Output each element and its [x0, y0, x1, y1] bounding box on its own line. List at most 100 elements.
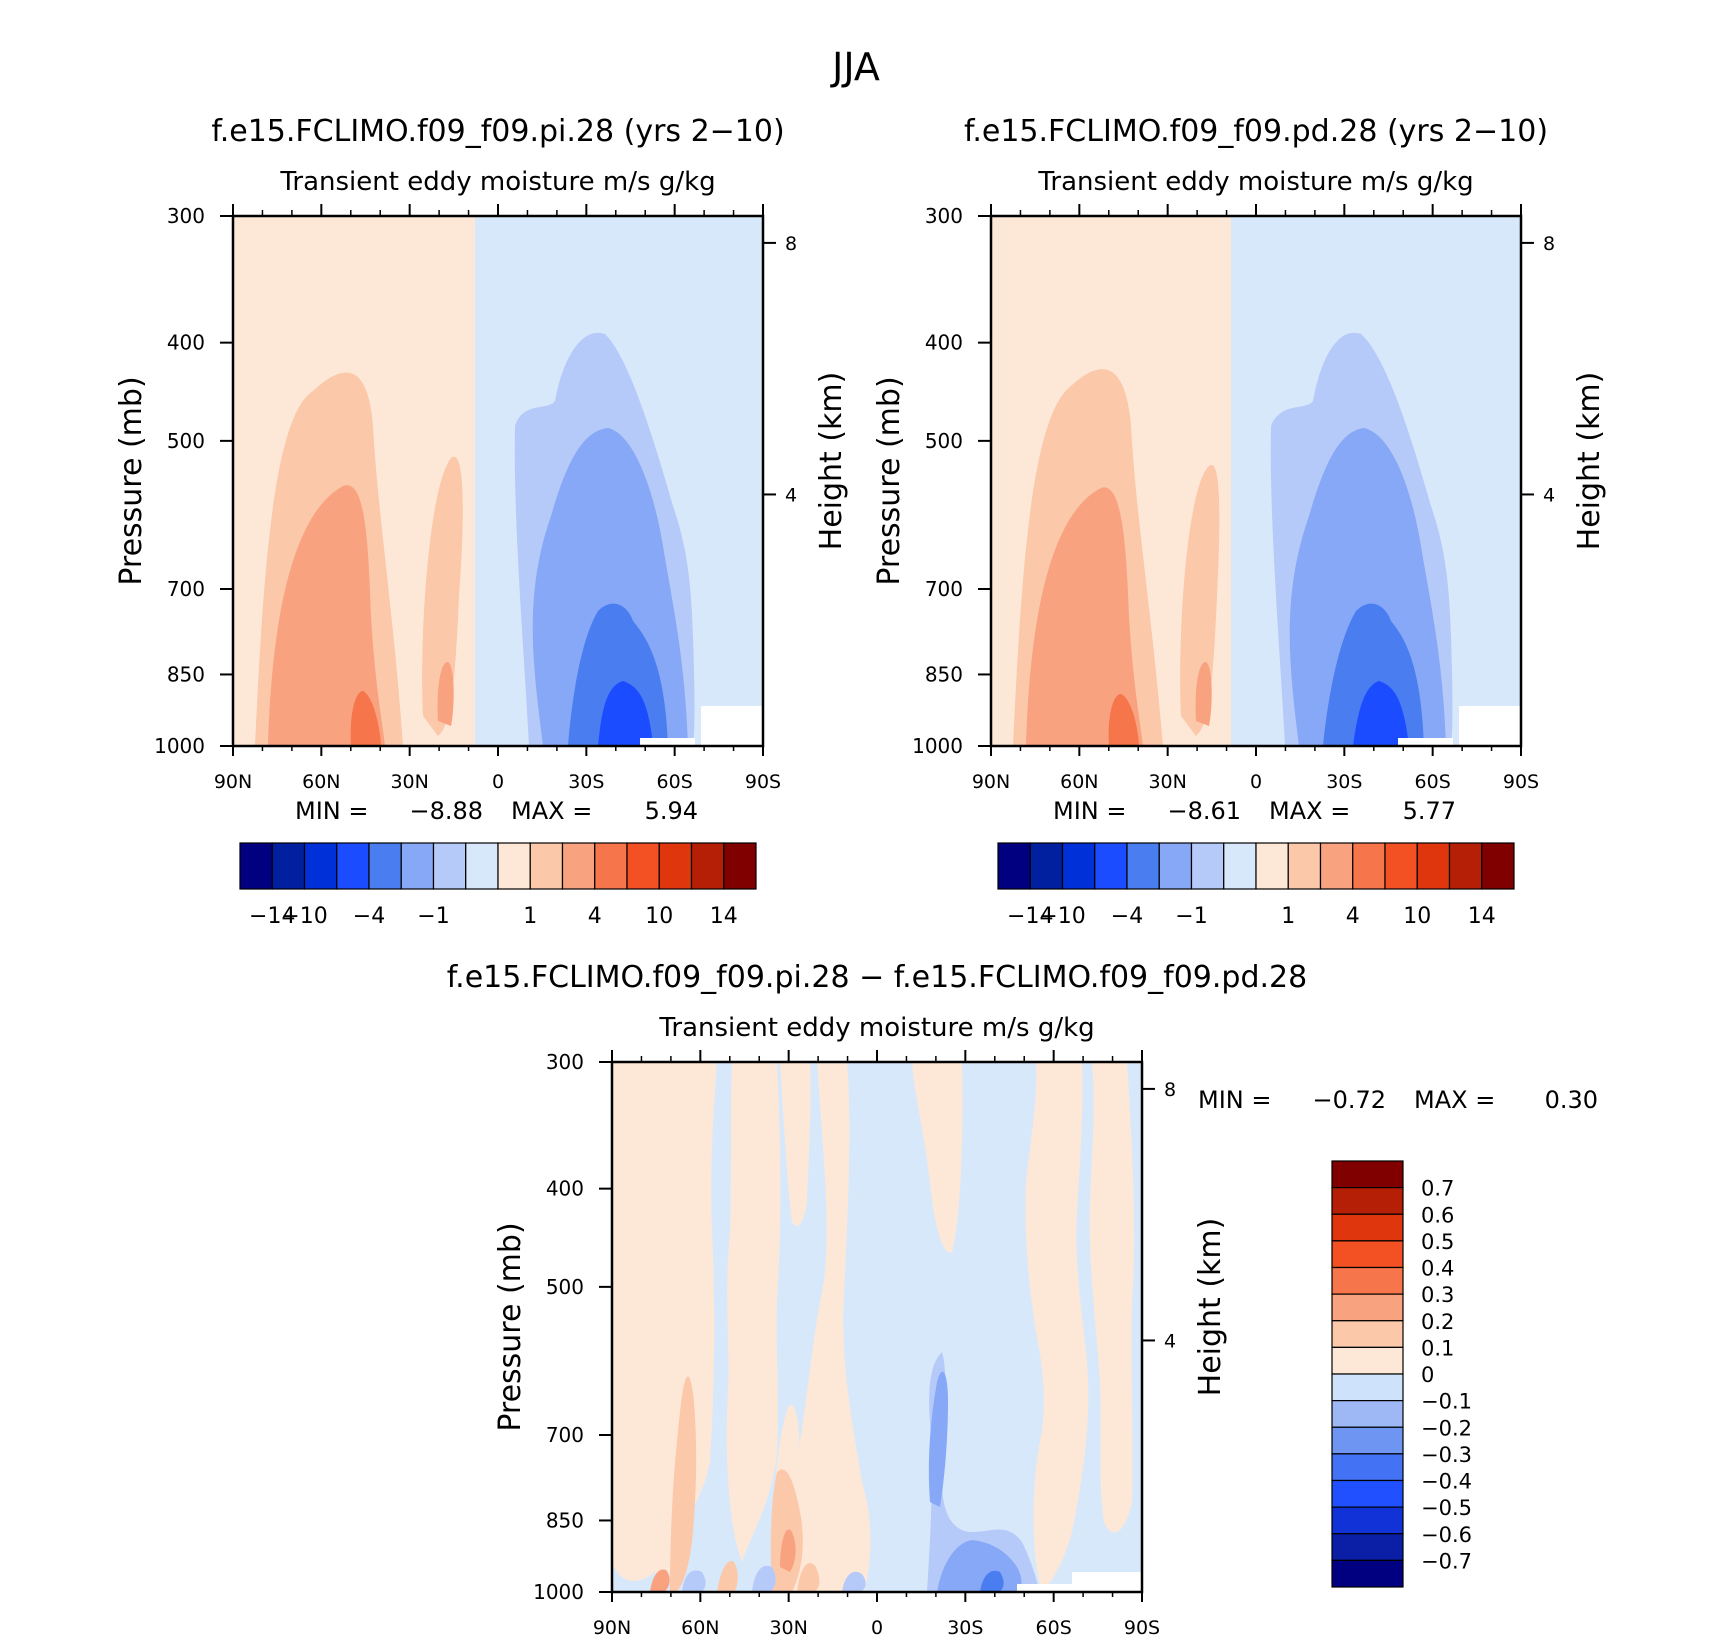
y-tick-label: 400 — [925, 331, 963, 355]
contour-pos-1b — [422, 456, 463, 736]
contour-field — [612, 1062, 1142, 1592]
colorbar-swatch — [1331, 1453, 1404, 1482]
min-value: −8.88 — [409, 797, 483, 825]
colorbar-label: −14 — [1007, 904, 1053, 929]
contour-neg-4 — [1353, 681, 1409, 746]
y-tick-label: 400 — [167, 331, 205, 355]
colorbar-swatch — [1384, 842, 1418, 890]
colorbar-swatch — [1061, 842, 1096, 890]
y-axis-title: Pressure (mb) — [493, 1222, 528, 1431]
colorbar-swatch — [626, 842, 660, 890]
colorbar: −14−10 −4 −1 1 4 10 14 — [239, 842, 757, 929]
colorbar-swatch — [997, 842, 1031, 890]
missing-data-patch — [1017, 1584, 1072, 1592]
min-value: −8.61 — [1167, 797, 1241, 825]
colorbar-swatch — [1352, 842, 1386, 890]
min-value: −0.72 — [1312, 1086, 1386, 1114]
min-label: MIN = — [295, 797, 368, 825]
colorbar-label: 14 — [1468, 904, 1496, 929]
x-tick-label: 60N — [1060, 771, 1098, 793]
colorbar-swatch — [1331, 1400, 1404, 1428]
y2-tick-label: 4 — [1164, 1330, 1176, 1352]
colorbar-label: 0.7 — [1421, 1177, 1454, 1201]
panel-pd: f.e15.FCLIMO.f09_f09.pd.28 (yrs 2−10) Tr… — [872, 114, 1607, 929]
x-tick-label: 60N — [302, 771, 340, 793]
colorbar-swatch — [1331, 1213, 1404, 1242]
contour-pos-1b — [1180, 464, 1220, 736]
x-tick-label: 60S — [657, 771, 693, 793]
x-tick-label: 30S — [568, 771, 604, 793]
x-tick-label: 0 — [871, 1617, 883, 1636]
colorbar-label: −0.2 — [1421, 1416, 1472, 1440]
colorbar-swatch — [1331, 1293, 1404, 1322]
panel-title: f.e15.FCLIMO.f09_f09.pi.28 − f.e15.FCLIM… — [447, 960, 1307, 995]
max-label: MAX = — [511, 797, 592, 825]
x-tick-label: 60N — [681, 1617, 719, 1636]
colorbar-swatch — [690, 842, 725, 890]
colorbar-swatch — [1331, 1426, 1404, 1455]
contour-pos-2 — [268, 485, 385, 746]
colorbar-label: 1 — [1281, 904, 1295, 929]
colorbar-label: 0.4 — [1421, 1257, 1454, 1281]
colorbar-swatch — [1126, 842, 1160, 890]
y-tick-label: 500 — [167, 429, 205, 453]
colorbar-swatch — [1481, 842, 1515, 890]
contour-field — [233, 216, 763, 746]
colorbar-swatch — [1331, 1559, 1404, 1588]
colorbar-label: −14 — [249, 904, 295, 929]
positive-peaks — [650, 1529, 796, 1592]
x-tick-label: 90S — [745, 771, 781, 793]
y2-tick-label: 8 — [1543, 233, 1555, 255]
contour-pos-2b — [1195, 661, 1212, 726]
x-tick-label: 90N — [593, 1617, 631, 1636]
max-value: 0.30 — [1545, 1086, 1598, 1114]
y-axis-title: Pressure (mb) — [114, 376, 149, 585]
colorbar-label: 0.5 — [1421, 1230, 1454, 1254]
contour-field — [991, 216, 1521, 746]
colorbar-label: −4 — [353, 904, 385, 929]
colorbar-label: 4 — [1346, 904, 1360, 929]
colorbar-swatch — [1448, 842, 1483, 890]
y-tick-label: 300 — [925, 204, 963, 228]
min-label: MIN = — [1198, 1086, 1271, 1114]
colorbar-swatch — [658, 842, 693, 890]
colorbar-swatch — [465, 842, 499, 890]
x-tick-label: 60S — [1415, 771, 1451, 793]
colorbar-swatch — [1029, 842, 1064, 890]
colorbar-swatch — [368, 842, 402, 890]
colorbar-label: −0.4 — [1421, 1470, 1472, 1494]
contour-pos-3 — [1108, 694, 1139, 746]
y-tick-label: 500 — [546, 1275, 584, 1299]
colorbar-label: −10 — [1039, 904, 1085, 929]
colorbar-swatch — [1331, 1346, 1404, 1375]
y2-tick-label: 4 — [1543, 484, 1555, 506]
missing-data-patch-south — [1072, 1572, 1142, 1592]
x-tick-label: 30S — [1326, 771, 1362, 793]
max-label: MAX = — [1414, 1086, 1495, 1114]
x-tick-label: 0 — [492, 771, 504, 793]
figure-title: JJA — [830, 45, 880, 89]
missing-data-patch-south — [701, 706, 763, 746]
panel-pi: f.e15.FCLIMO.f09_f09.pi.28 (yrs 2−10) Tr… — [114, 114, 849, 929]
colorbar-swatch — [1331, 1506, 1404, 1535]
colorbar-swatch — [1190, 842, 1225, 890]
colorbar-label: 10 — [1403, 904, 1431, 929]
y2-axis-title: Height (km) — [814, 372, 849, 551]
colorbar-label: 1 — [523, 904, 537, 929]
y-tick-label: 850 — [925, 662, 963, 686]
colorbar-swatch — [1331, 1187, 1404, 1215]
colorbar-label: 0.1 — [1421, 1336, 1454, 1360]
colorbar-swatch — [271, 842, 306, 890]
colorbar-swatch — [594, 842, 628, 890]
x-tick-label: 30N — [1148, 771, 1186, 793]
colorbar-label: 10 — [645, 904, 673, 929]
missing-data-patch — [640, 738, 695, 746]
max-label: MAX = — [1269, 797, 1350, 825]
colorbar-swatch — [1331, 1160, 1404, 1189]
colorbar-swatch — [1331, 1479, 1404, 1508]
negative-peaks — [980, 1570, 1004, 1592]
x-tick-label: 0 — [1250, 771, 1262, 793]
panel-subtitle: Transient eddy moisture m/s g/kg — [1037, 167, 1473, 197]
colorbar-swatch — [1331, 1373, 1404, 1402]
panel-title: f.e15.FCLIMO.f09_f09.pd.28 (yrs 2−10) — [964, 114, 1548, 149]
